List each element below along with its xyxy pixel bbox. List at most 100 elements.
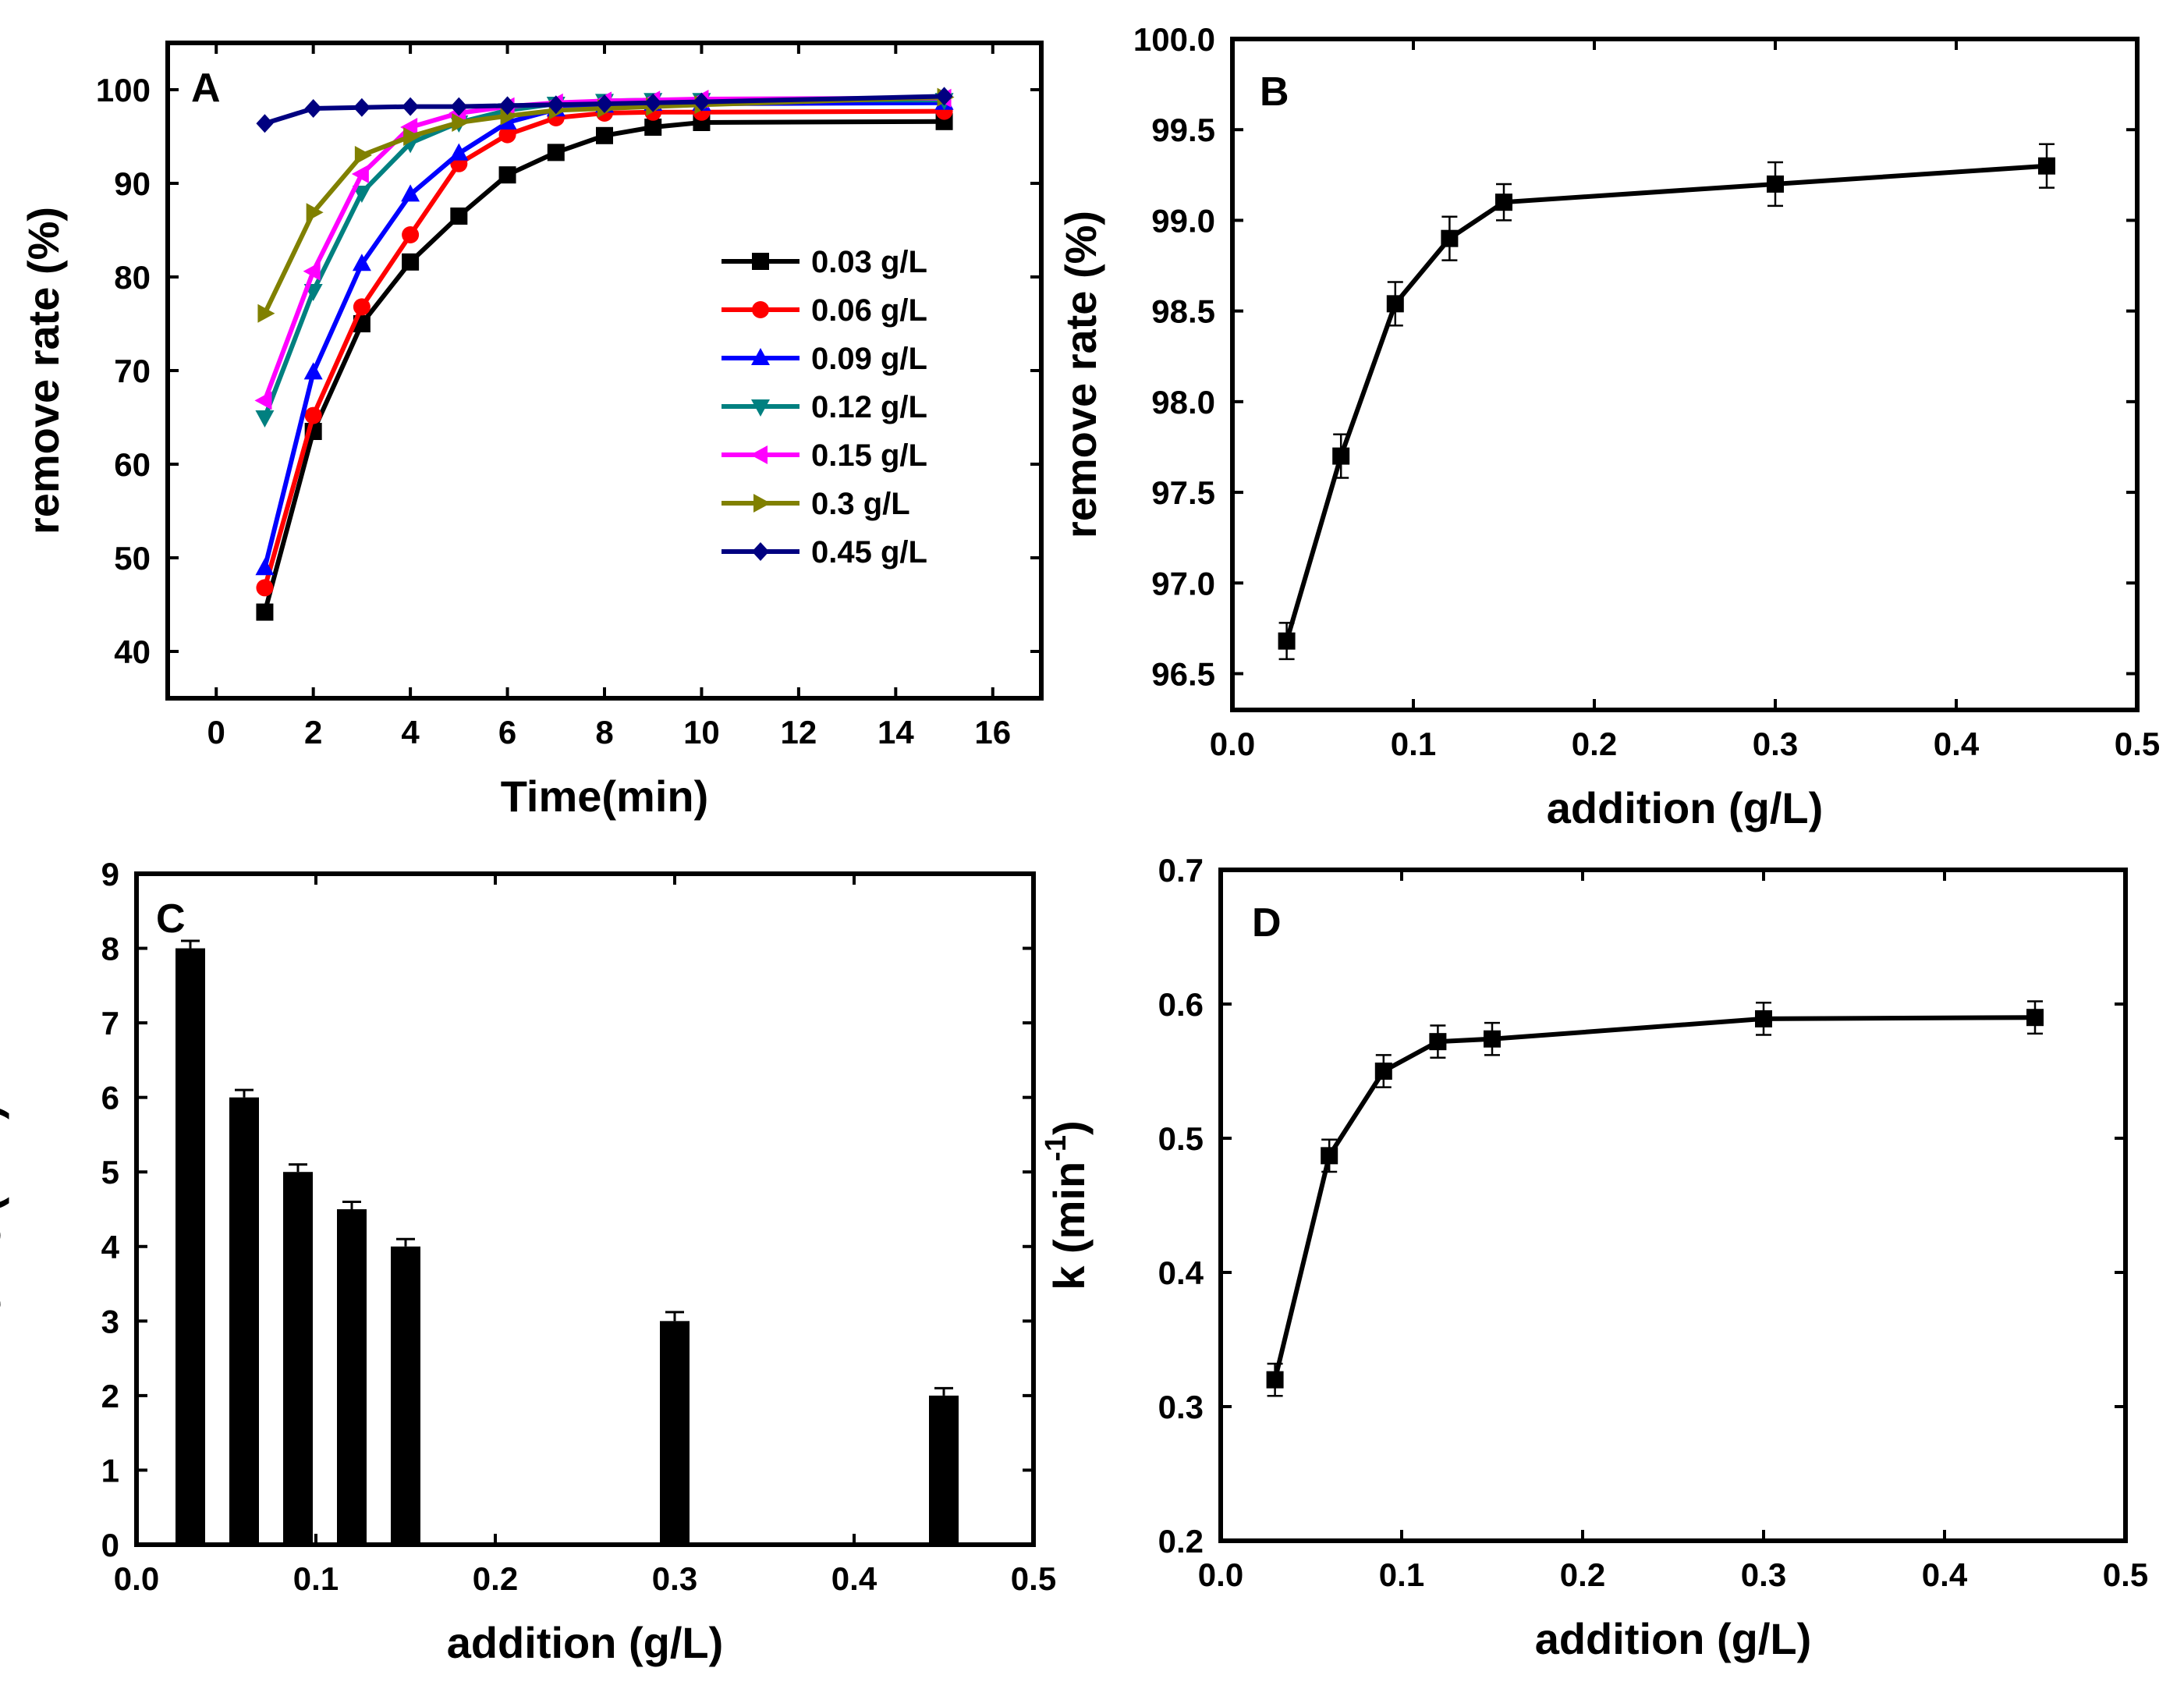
y-axis-title: k (min-1) xyxy=(1040,1120,1094,1290)
x-tick-label: 0.0 xyxy=(1210,726,1255,762)
data-point xyxy=(401,184,420,202)
panel-letter: D xyxy=(1252,900,1282,946)
bar xyxy=(660,1321,690,1545)
data-point xyxy=(693,92,711,112)
x-axis-title: addition (g/L) xyxy=(1535,1614,1812,1663)
y-tick-label: 0.4 xyxy=(1158,1254,1204,1291)
x-tick-label: 0.0 xyxy=(1198,1556,1243,1593)
x-axis: 0.0 0.1 0.2 0.3 0.4 0.5 xyxy=(1210,39,2160,762)
y-tick-label: 100 xyxy=(96,72,151,108)
legend-label: 0.45 g/L xyxy=(811,535,927,570)
data-point xyxy=(353,98,370,117)
y-tick-label: 99.5 xyxy=(1151,112,1215,148)
x-tick-label: 0.4 xyxy=(1934,726,1980,762)
bar xyxy=(229,1097,259,1545)
x-axis-title: Time(min) xyxy=(501,772,709,821)
x-tick-label: 16 xyxy=(974,714,1011,751)
y-tick-label: 70 xyxy=(114,353,151,389)
legend-marker xyxy=(750,445,768,464)
data-point xyxy=(547,144,565,161)
data-point xyxy=(596,126,613,144)
data-point xyxy=(644,93,662,112)
legend-label: 0.3 g/L xyxy=(811,487,910,521)
x-tick-label: 14 xyxy=(878,714,914,751)
bar xyxy=(391,1246,420,1545)
y-tick-label: 100.0 xyxy=(1133,21,1215,58)
y-tick-label: 9 xyxy=(101,856,119,892)
data-point xyxy=(644,119,662,136)
y-axis-title-main: k (min xyxy=(1044,1162,1094,1290)
y-tick-label: 0 xyxy=(101,1527,119,1563)
y-axis-title: remove rate (%) xyxy=(1056,211,1105,538)
x-tick-label: 4 xyxy=(401,714,420,751)
plot-frame xyxy=(134,871,1036,1547)
y-tick-label: 8 xyxy=(101,931,119,967)
data-point xyxy=(403,127,421,146)
y-tick-label: 90 xyxy=(114,165,151,202)
bar xyxy=(283,1172,313,1545)
legend-marker xyxy=(751,348,770,365)
y-tick-label: 2 xyxy=(101,1378,119,1414)
x-tick-label: 10 xyxy=(683,714,720,751)
data-point xyxy=(2026,1009,2044,1027)
data-point xyxy=(2038,157,2055,175)
x-tick-label: 0.3 xyxy=(1753,726,1798,762)
data-point xyxy=(1374,1063,1392,1080)
legend-label: 0.06 g/L xyxy=(811,293,927,328)
x-tick-label: 0.1 xyxy=(1379,1556,1424,1593)
legend-label: 0.15 g/L xyxy=(811,438,927,473)
y-tick-label: 96.5 xyxy=(1151,656,1215,693)
data-point xyxy=(498,166,516,184)
y-tick-label: 5 xyxy=(101,1154,119,1191)
x-tick-label: 2 xyxy=(304,714,322,751)
legend-marker xyxy=(752,542,769,561)
panel-letter: A xyxy=(191,66,221,111)
data-point xyxy=(400,118,418,137)
x-tick-label: 0.2 xyxy=(1560,1556,1605,1593)
data-point xyxy=(304,99,322,118)
legend: 0.03 g/L 0.06 g/L 0.09 g/L 0.12 g/L 0.15 g/L… xyxy=(722,245,927,570)
y-axis: 0 1 2 3 4 5 6 7 8 9 xyxy=(101,856,1034,1563)
data-point xyxy=(498,126,516,144)
data-point xyxy=(255,410,275,428)
panel-letter: B xyxy=(1260,69,1289,115)
x-tick-label: 0.5 xyxy=(1011,1560,1056,1597)
x-tick-label: 0.1 xyxy=(293,1560,339,1597)
data-point xyxy=(354,146,372,165)
data-point xyxy=(351,165,369,183)
data-point xyxy=(1332,447,1350,465)
data-point xyxy=(547,95,565,115)
bar xyxy=(176,948,205,1545)
x-axis: 0.0 0.1 0.2 0.3 0.4 0.5 xyxy=(114,874,1056,1597)
x-tick-label: 0.2 xyxy=(473,1560,518,1597)
y-axis-title: remove rate (%) xyxy=(19,207,68,534)
data-point xyxy=(306,203,324,222)
y-tick-label: 97.0 xyxy=(1151,565,1215,601)
data-point xyxy=(304,406,322,424)
legend-label: 0.12 g/L xyxy=(811,390,927,424)
series-6 xyxy=(256,87,953,133)
y-tick-label: 4 xyxy=(101,1229,120,1265)
data-point xyxy=(449,143,469,161)
data-point xyxy=(402,226,420,243)
bar xyxy=(929,1395,959,1545)
x-axis-title: addition (g/L) xyxy=(447,1618,724,1667)
y-axis-title-superscript: -1 xyxy=(1040,1135,1072,1162)
panel-b: 0.0 0.1 0.2 0.3 0.4 0.5 96.5 97.0 97.5 98.0 98.5 99… xyxy=(1056,21,2160,832)
data-point xyxy=(450,208,468,225)
data-point xyxy=(303,261,321,281)
panel-letter: C xyxy=(156,896,186,942)
data-point xyxy=(1321,1147,1338,1165)
y-axis: 40 50 60 70 80 90 100 xyxy=(96,72,1041,670)
data-point xyxy=(1484,1030,1501,1048)
data-point xyxy=(256,579,274,597)
bar xyxy=(337,1209,367,1545)
y-axis-title-close: ) xyxy=(1044,1120,1094,1135)
data-point xyxy=(353,298,370,316)
x-tick-label: 0.3 xyxy=(1741,1556,1786,1593)
x-tick-label: 0.0 xyxy=(114,1560,159,1597)
x-tick-label: 0 xyxy=(207,714,225,751)
y-tick-label: 0.7 xyxy=(1158,852,1204,889)
data-point xyxy=(452,113,470,132)
data-point xyxy=(352,254,371,271)
